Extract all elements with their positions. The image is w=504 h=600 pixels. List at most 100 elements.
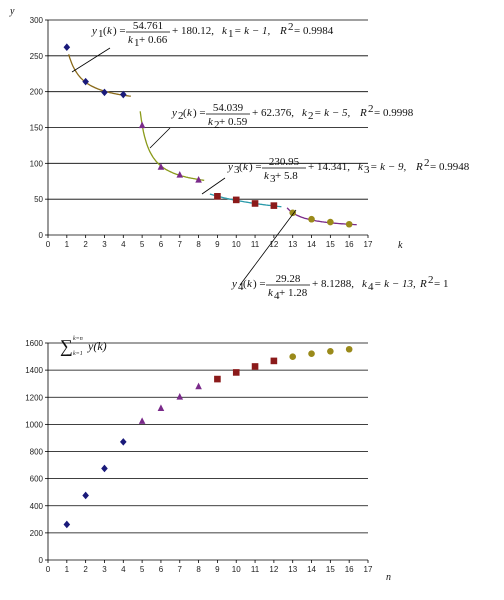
eq-paren: ( [239,161,243,173]
bot-x-tick-label: 15 [326,565,335,574]
top-y-tick-label: 250 [30,52,44,61]
eq-r2-sup: 2 [368,103,374,115]
sum-symbol: ∑ [60,336,73,356]
bottom-axes [45,342,369,563]
bot-x-tick-label: 8 [196,565,201,574]
eq-const: + 8.1288, [312,278,354,290]
top-point-circle [289,209,297,217]
bot-x-tick-label: 17 [364,565,373,574]
bot-x-tick-label: 13 [288,565,297,574]
eq-den-const: + 0.59 [219,116,248,128]
eq-r2-sup: 2 [288,21,294,33]
bot-y-tick-label: 600 [30,475,44,484]
eq-den-sub: 2 [214,119,220,131]
bot-point-diamond [119,438,127,446]
top-y-axis-label: y [9,6,15,17]
top-point-triangle [157,163,165,170]
eq-shift-sub: 1 [228,28,234,40]
bot-point-triangle [195,382,202,390]
eq-lhs-sub: 4 [238,281,244,293]
bot-point-triangle [138,417,146,424]
top-x-tick-labels: 0 1 2 3 4 5 6 7 8 9 10 11 12 13 14 15 16 17 [46,240,373,249]
eq-shift-sub: 2 [308,110,314,122]
bot-x-tick-label: 0 [46,565,51,574]
bot-x-tick-label: 2 [83,565,88,574]
bot-x-tick-label: 6 [159,565,164,574]
top-y-tick-label: 150 [30,124,44,133]
bot-x-tick-label: 4 [121,565,126,574]
equation-3: y 3(k) = 230.95k 3 + 5.8+ 14.341, k 3 = k − 9, R… [227,156,470,185]
eq-shift-rhs: = k − 9, [370,161,406,173]
eq-den-const: + 0.66 [139,34,168,46]
eq-r2: R [359,107,367,119]
eq-r2: R [419,278,427,290]
eq-const: + 62.376, [252,107,294,119]
top-point-square [214,193,221,200]
bot-point-circle [327,347,334,355]
eq-lhs-sub: 2 [178,110,184,122]
bot-y-tick-label: 1600 [25,339,43,348]
top-x-tick-label: 2 [83,240,88,249]
equation-4: y 4(k) = 29.28k 4 + 1.28+ 8.1288, k 4 = k − 13,… [231,273,448,302]
equation-leader-lines [71,47,297,286]
eq-r2-val: = 0.9984 [294,25,334,37]
bot-y-tick-label: 1400 [25,366,43,375]
top-point-square [251,200,259,207]
eq-paren: ( [183,107,187,119]
bot-x-tick-label: 3 [102,565,107,574]
top-point-diamond [82,77,89,86]
eq-den-const: + 1.28 [279,287,308,299]
eq-arg: k [187,107,193,119]
top-x-tick-label: 6 [159,240,164,249]
top-x-tick-label: 9 [215,240,220,249]
eq-numerator: 54.039 [213,102,244,114]
eq-den-sub: 3 [270,173,276,185]
bot-point-square [251,363,259,370]
fit-curve-2 [139,111,205,181]
top-x-tick-label: 12 [269,240,278,249]
top-x-tick-label: 16 [345,240,354,249]
eq-shift-rhs: = k − 13, [374,278,416,290]
eq-shift-var: k [362,278,368,290]
bot-point-diamond [101,464,108,473]
eq-lhs: y [171,107,177,119]
eq-lhs-sub: 3 [234,164,240,176]
eq-r2-sup: 2 [428,274,434,286]
bot-point-square [270,357,278,365]
eq-r2: R [415,161,423,173]
top-point-square [232,196,240,204]
eq-shift-var: k [222,25,228,37]
bottom-x-tick-labels: 0 1 2 3 4 5 6 7 8 9 10 11 12 13 14 15 16 17 [46,565,373,574]
eq-paren: ( [103,25,107,37]
eq-lhs: y [91,25,97,37]
bot-x-tick-label: 11 [251,565,260,574]
bot-point-diamond [82,491,89,500]
eq-eq: ) = [249,161,262,173]
bot-y-tick-label: 200 [30,529,44,538]
eq-numerator: 54.761 [133,20,163,32]
eq-r2: R [279,25,287,37]
bot-point-diamond [63,520,71,529]
bot-x-tick-label: 9 [215,565,220,574]
top-point-diamond [63,43,71,52]
eq-den-sub: 1 [134,37,140,49]
sum-lower-limit: k=1 [73,351,83,357]
top-data-points [63,43,353,228]
top-x-tick-label: 1 [65,240,70,249]
eq-lhs: y [231,278,237,290]
top-x-tick-label: 5 [140,240,145,249]
eq-eq: ) = [193,107,206,119]
leader-line-4 [239,209,297,286]
leader-line-2 [149,127,171,149]
top-point-circle [345,220,353,228]
top-x-tick-label: 11 [251,240,260,249]
top-y-tick-label: 300 [30,16,44,25]
top-point-circle [327,218,334,226]
eq-lhs-sub: 1 [98,28,104,40]
eq-arg: k [107,25,113,37]
top-point-diamond [101,88,108,97]
eq-const: + 180.12, [172,25,214,37]
fit-curve-1 [68,54,131,97]
